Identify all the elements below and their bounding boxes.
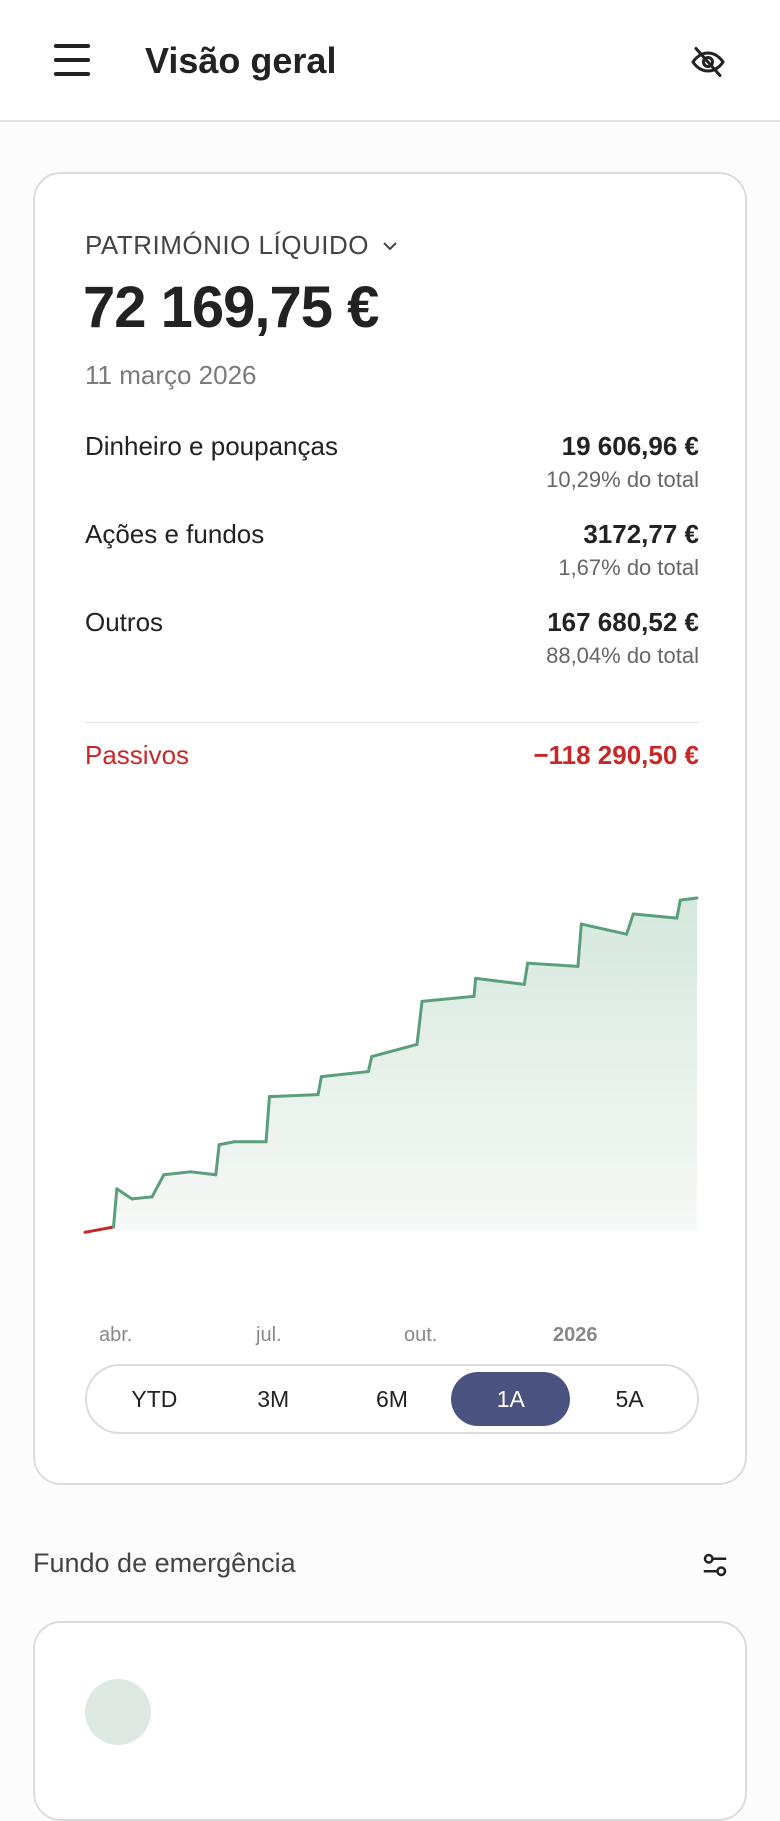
x-tick-label: out. (404, 1324, 438, 1346)
row-name: Outros (85, 607, 164, 637)
chart-line-segment (115, 1187, 134, 1201)
chart-line-segment (576, 922, 583, 968)
row-name: Ações e fundos (85, 519, 265, 549)
chart-line-segment (112, 1187, 119, 1229)
app-header: Visão geral (0, 0, 780, 122)
net-worth-label: PATRIMÓNIO LÍQUIDO (85, 230, 369, 260)
chart-line-segment (522, 961, 530, 986)
chart-line-segment (189, 1170, 218, 1177)
chart-line-segment (150, 1173, 166, 1199)
chart-line-segment (130, 1195, 154, 1201)
chart-line-segment (415, 999, 424, 1046)
net-worth-chart (83, 896, 699, 1234)
chart-line-segment (526, 961, 580, 968)
chart-line-segment (625, 912, 635, 936)
chart-line-segment (83, 1225, 116, 1234)
net-worth-value: 72 169,75 € (83, 275, 379, 340)
chart-line-segment (631, 912, 679, 920)
chart-line-segment (319, 1070, 370, 1079)
net-worth-card: PATRIMÓNIO LÍQUIDO 72 169,75 € 11 março … (33, 172, 747, 1485)
row-value: −118 290,50 € (533, 740, 699, 770)
row-percent: 88,04% do total (546, 643, 699, 668)
chart-line-segment (675, 898, 682, 920)
emergency-fund-icon (85, 1679, 151, 1745)
chart-line-segment (579, 922, 629, 936)
row-value: 167 680,52 € (547, 607, 699, 637)
emergency-fund-card[interactable] (33, 1621, 747, 1821)
row-percent: 1,67% do total (558, 555, 699, 580)
chart-line-segment (472, 976, 478, 998)
range-6m[interactable]: 6M (376, 1385, 408, 1412)
chart-line-segment (474, 976, 526, 986)
chart-line-segment (370, 1042, 419, 1059)
sliders-icon[interactable] (700, 1550, 730, 1580)
net-worth-date: 11 março 2026 (85, 360, 257, 390)
x-tick-label: 2026 (553, 1324, 598, 1346)
range-1a[interactable]: 1A (451, 1372, 571, 1426)
row-value: 19 606,96 € (561, 431, 699, 461)
chart-area (85, 898, 697, 1233)
chart-line-segment (162, 1170, 193, 1177)
chart-line-segment (366, 1055, 374, 1074)
chart-line-segment (316, 1075, 323, 1097)
range-selector: YTD 3M 6M 1A 5A (85, 1364, 699, 1434)
range-ytd[interactable]: YTD (131, 1385, 178, 1412)
menu-icon[interactable] (54, 44, 90, 76)
chart-line-segment (267, 1093, 320, 1099)
eye-off-icon[interactable] (690, 44, 726, 80)
range-5a[interactable]: 5A (615, 1385, 644, 1412)
divider (85, 722, 699, 723)
x-tick-label: jul. (256, 1324, 282, 1346)
section-title: Fundo de emergência (33, 1548, 296, 1578)
x-tick-label: abr. (99, 1324, 133, 1346)
chart-line-segment (217, 1140, 236, 1147)
chart-line-segment (264, 1095, 271, 1144)
chart-line-segment (420, 994, 476, 1003)
page-title: Visão geral (145, 40, 337, 81)
net-worth-selector[interactable]: PATRIMÓNIO LÍQUIDO (85, 230, 399, 261)
chart-line-segment (214, 1143, 221, 1177)
row-name: Dinheiro e poupanças (85, 431, 338, 461)
row-name: Passivos (85, 740, 190, 770)
row-percent: 10,29% do total (546, 467, 699, 492)
range-3m[interactable]: 3M (257, 1385, 290, 1412)
row-value: 3172,77 € (583, 519, 699, 549)
chart-line-segment (678, 896, 699, 902)
chevron-down-icon (383, 241, 397, 250)
